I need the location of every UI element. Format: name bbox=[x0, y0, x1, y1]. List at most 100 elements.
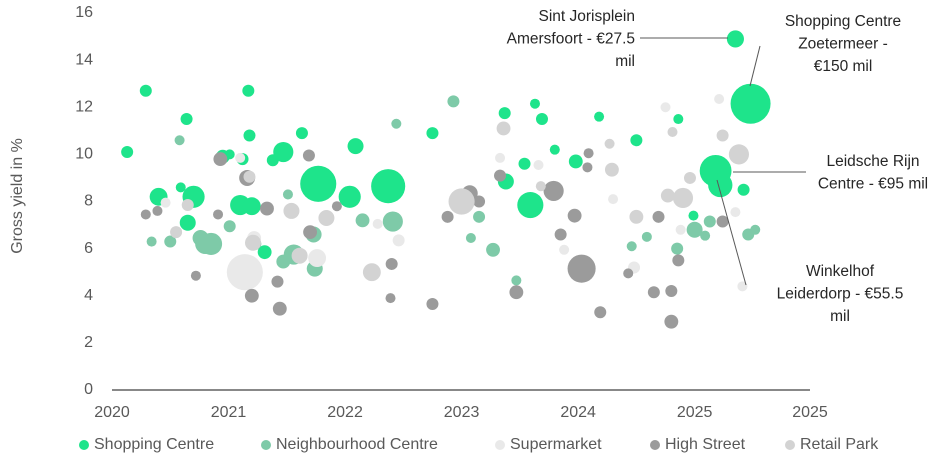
bubble bbox=[244, 234, 261, 251]
bubble bbox=[533, 159, 544, 170]
bubble bbox=[224, 149, 235, 160]
bubble bbox=[331, 201, 342, 212]
bubble bbox=[549, 144, 560, 155]
bubble bbox=[282, 189, 293, 200]
legend-label: Shopping Centre bbox=[94, 436, 214, 453]
x-tick-label: 2023 bbox=[444, 404, 480, 421]
bubble bbox=[447, 95, 460, 108]
bubble bbox=[660, 102, 671, 113]
bubble bbox=[426, 127, 439, 140]
y-tick-label: 12 bbox=[75, 98, 93, 115]
bubble bbox=[180, 113, 193, 126]
bubble bbox=[688, 210, 699, 221]
bubble bbox=[567, 254, 596, 283]
legend-label: High Street bbox=[665, 436, 746, 453]
bubble bbox=[392, 234, 405, 247]
bubble bbox=[708, 172, 733, 198]
bubble bbox=[728, 144, 749, 165]
x-tick-label: 2025 bbox=[792, 404, 828, 421]
bubble bbox=[179, 214, 196, 231]
bubble bbox=[518, 157, 531, 170]
bubble bbox=[604, 162, 619, 177]
bubble bbox=[226, 254, 263, 291]
bubble bbox=[140, 209, 151, 220]
bubble bbox=[683, 171, 696, 184]
bubble bbox=[302, 149, 315, 162]
annotation: €150 mil bbox=[814, 58, 873, 75]
bubble bbox=[672, 254, 685, 267]
y-tick-label: 14 bbox=[75, 51, 93, 68]
bubble bbox=[181, 199, 194, 212]
legend-label: Retail Park bbox=[800, 436, 879, 453]
bubble bbox=[641, 231, 652, 242]
bubble bbox=[303, 225, 318, 240]
bubble bbox=[139, 84, 152, 97]
bubble bbox=[559, 244, 570, 255]
bubble bbox=[660, 188, 675, 203]
bubble bbox=[535, 113, 548, 126]
bubble bbox=[385, 257, 398, 270]
bubble bbox=[473, 210, 486, 223]
bubble bbox=[495, 152, 506, 163]
bubble bbox=[604, 138, 615, 149]
bubble bbox=[295, 127, 308, 140]
bubble bbox=[391, 118, 402, 129]
legend-marker bbox=[79, 440, 89, 450]
annotation: Zoetermeer - bbox=[798, 36, 888, 53]
bubble bbox=[448, 188, 475, 215]
legend-marker bbox=[495, 440, 505, 450]
bubble bbox=[283, 202, 300, 219]
y-tick-label: 8 bbox=[84, 193, 93, 210]
bubble bbox=[714, 93, 725, 105]
bubble bbox=[473, 195, 486, 208]
bubble bbox=[737, 183, 750, 196]
bubble bbox=[737, 281, 748, 292]
bubble bbox=[242, 197, 261, 216]
plot-area bbox=[121, 30, 771, 329]
annotation: Winkelhof bbox=[806, 263, 875, 280]
bubble bbox=[362, 263, 381, 282]
annotation: Amersfoort - €27.5 bbox=[507, 31, 635, 48]
bubble bbox=[583, 148, 594, 159]
bubble bbox=[371, 169, 406, 204]
x-tick-label: 2024 bbox=[560, 404, 596, 421]
bubble bbox=[235, 152, 246, 163]
bubble bbox=[170, 226, 183, 239]
bubble bbox=[626, 241, 637, 252]
bubble bbox=[582, 162, 593, 173]
bubble bbox=[623, 268, 634, 279]
bubble bbox=[730, 83, 771, 124]
bubble bbox=[347, 138, 364, 155]
bubble bbox=[629, 209, 644, 224]
bubble bbox=[382, 211, 403, 232]
bubble bbox=[517, 191, 544, 219]
bubble bbox=[730, 207, 741, 218]
y-tick-label: 2 bbox=[84, 334, 93, 351]
bubble bbox=[498, 107, 511, 120]
bubble bbox=[272, 301, 287, 316]
bubble bbox=[667, 126, 678, 137]
bubble bbox=[671, 242, 684, 255]
bubble bbox=[750, 224, 761, 235]
leader-lines bbox=[640, 37, 806, 286]
bubble bbox=[594, 111, 605, 122]
bubble bbox=[529, 98, 541, 109]
y-tick-label: 10 bbox=[75, 146, 93, 163]
bubble bbox=[355, 213, 370, 228]
bubble bbox=[291, 247, 308, 264]
bubble bbox=[511, 275, 522, 286]
bubble bbox=[175, 182, 186, 193]
x-tick-label: 2025 bbox=[677, 404, 713, 421]
annotation: Centre - €95 mil bbox=[818, 176, 928, 193]
bubble bbox=[630, 134, 643, 147]
leader-line bbox=[716, 179, 747, 286]
bubble bbox=[665, 285, 678, 298]
bubble bbox=[243, 129, 256, 142]
bubble bbox=[308, 249, 327, 267]
bubble bbox=[700, 230, 711, 241]
bubble bbox=[271, 275, 284, 288]
bubble bbox=[441, 210, 454, 223]
bubble bbox=[652, 210, 665, 223]
x-tick-label: 2022 bbox=[327, 404, 363, 421]
